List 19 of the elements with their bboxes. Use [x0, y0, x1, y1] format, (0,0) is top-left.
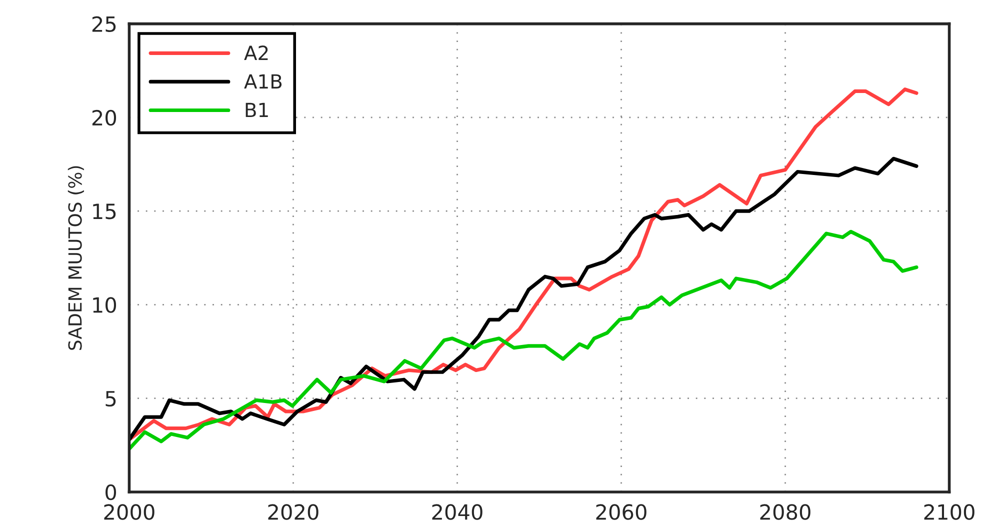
x-tick-label: 2100 — [924, 504, 974, 520]
y-axis-title: SADEM MUUTOS (%) — [68, 166, 84, 350]
y-tick-label: 15 — [93, 204, 116, 220]
line-series — [129, 156, 918, 442]
x-tick-label: 2000 — [104, 504, 154, 520]
legend-label: A2 — [244, 46, 268, 60]
legend-label: A1B — [244, 74, 282, 89]
y-tick-label: 5 — [106, 391, 116, 407]
x-tick-label: 2020 — [268, 504, 318, 520]
legend-label: B1 — [246, 102, 268, 118]
x-tick-label: 2080 — [760, 504, 810, 520]
x-tick-label: 2060 — [596, 504, 646, 520]
y-tick-label: 10 — [93, 297, 116, 313]
line-series — [129, 88, 918, 442]
y-tick-label: 0 — [106, 484, 116, 500]
x-tick-label: 2040 — [432, 504, 482, 520]
y-tick-label: 20 — [92, 110, 116, 126]
line-series — [129, 230, 918, 451]
y-tick-label: 25 — [92, 16, 116, 32]
